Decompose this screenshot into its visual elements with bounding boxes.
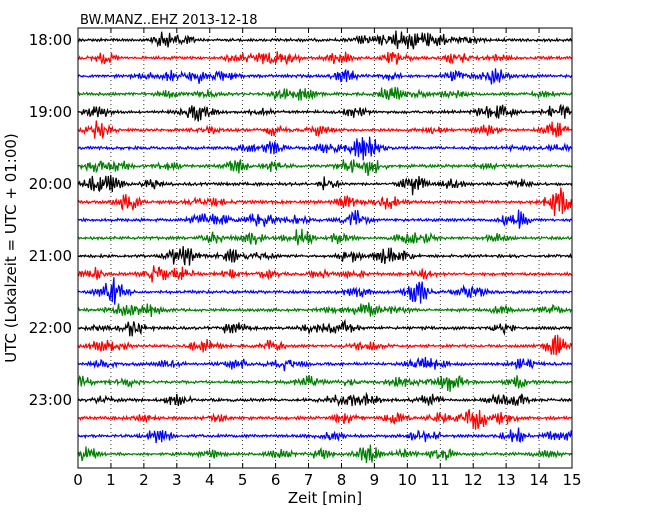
x-tick-label: 1 bbox=[106, 471, 116, 489]
seismic-trace bbox=[77, 246, 573, 266]
x-tick-label: 11 bbox=[431, 471, 450, 489]
seismic-trace bbox=[77, 444, 573, 464]
y-tick-label: 23:00 bbox=[29, 391, 72, 409]
grid-lines bbox=[110, 28, 540, 468]
seismic-trace bbox=[77, 120, 573, 139]
x-tick-label: 2 bbox=[139, 471, 149, 489]
seismic-trace bbox=[77, 318, 573, 337]
seismic-trace bbox=[77, 86, 573, 101]
x-tick-label: 5 bbox=[238, 471, 248, 489]
seismic-trace bbox=[77, 136, 573, 161]
x-tick-label: 7 bbox=[304, 471, 314, 489]
x-tick-label: 0 bbox=[73, 471, 83, 489]
y-tick-label: 22:00 bbox=[29, 319, 72, 337]
y-axis-ticks: 18:00 19:00 20:00 21:00 22:00 23:00 bbox=[29, 31, 572, 409]
seismic-trace bbox=[77, 302, 573, 317]
seismic-trace bbox=[77, 174, 573, 196]
seismic-trace bbox=[77, 356, 573, 372]
seismic-trace bbox=[77, 265, 573, 283]
seismic-trace bbox=[77, 228, 573, 246]
y-tick-label: 19:00 bbox=[29, 103, 72, 121]
x-tick-label: 15 bbox=[562, 471, 581, 489]
seismic-trace bbox=[77, 68, 573, 85]
x-tick-label: 6 bbox=[271, 471, 281, 489]
y-tick-label: 18:00 bbox=[29, 31, 72, 49]
seismic-trace bbox=[77, 391, 573, 408]
x-tick-label: 10 bbox=[398, 471, 417, 489]
x-axis-label: Zeit [min] bbox=[288, 489, 362, 507]
y-tick-label: 21:00 bbox=[29, 247, 72, 265]
x-tick-label: 9 bbox=[370, 471, 380, 489]
x-tick-label: 13 bbox=[497, 471, 516, 489]
seismic-trace bbox=[77, 409, 573, 430]
x-tick-label: 4 bbox=[205, 471, 215, 489]
x-tick-label: 3 bbox=[172, 471, 182, 489]
seismic-trace bbox=[77, 159, 573, 177]
x-tick-label: 12 bbox=[464, 471, 483, 489]
x-tick-label: 8 bbox=[337, 471, 347, 489]
x-axis-ticks: 0 1 2 3 4 5 6 7 8 9 10 11 12 13 14 15 bbox=[73, 28, 582, 489]
chart-title: BW.MANZ..EHZ 2013-12-18 bbox=[80, 13, 258, 28]
seismic-trace bbox=[77, 209, 573, 229]
seismic-traces bbox=[77, 30, 573, 464]
seismic-trace bbox=[77, 334, 573, 356]
seismic-trace bbox=[77, 187, 573, 217]
seismic-trace bbox=[77, 427, 573, 444]
y-tick-label: 20:00 bbox=[29, 175, 72, 193]
plot-frame bbox=[77, 27, 573, 469]
seismic-trace bbox=[77, 374, 573, 392]
seismic-trace bbox=[77, 51, 573, 66]
seismic-trace bbox=[77, 30, 573, 50]
y-axis-label: UTC (Lokalzeit = UTC + 01:00) bbox=[2, 133, 20, 363]
seismic-trace bbox=[77, 103, 573, 122]
x-tick-label: 14 bbox=[530, 471, 549, 489]
seismic-trace bbox=[77, 277, 573, 305]
